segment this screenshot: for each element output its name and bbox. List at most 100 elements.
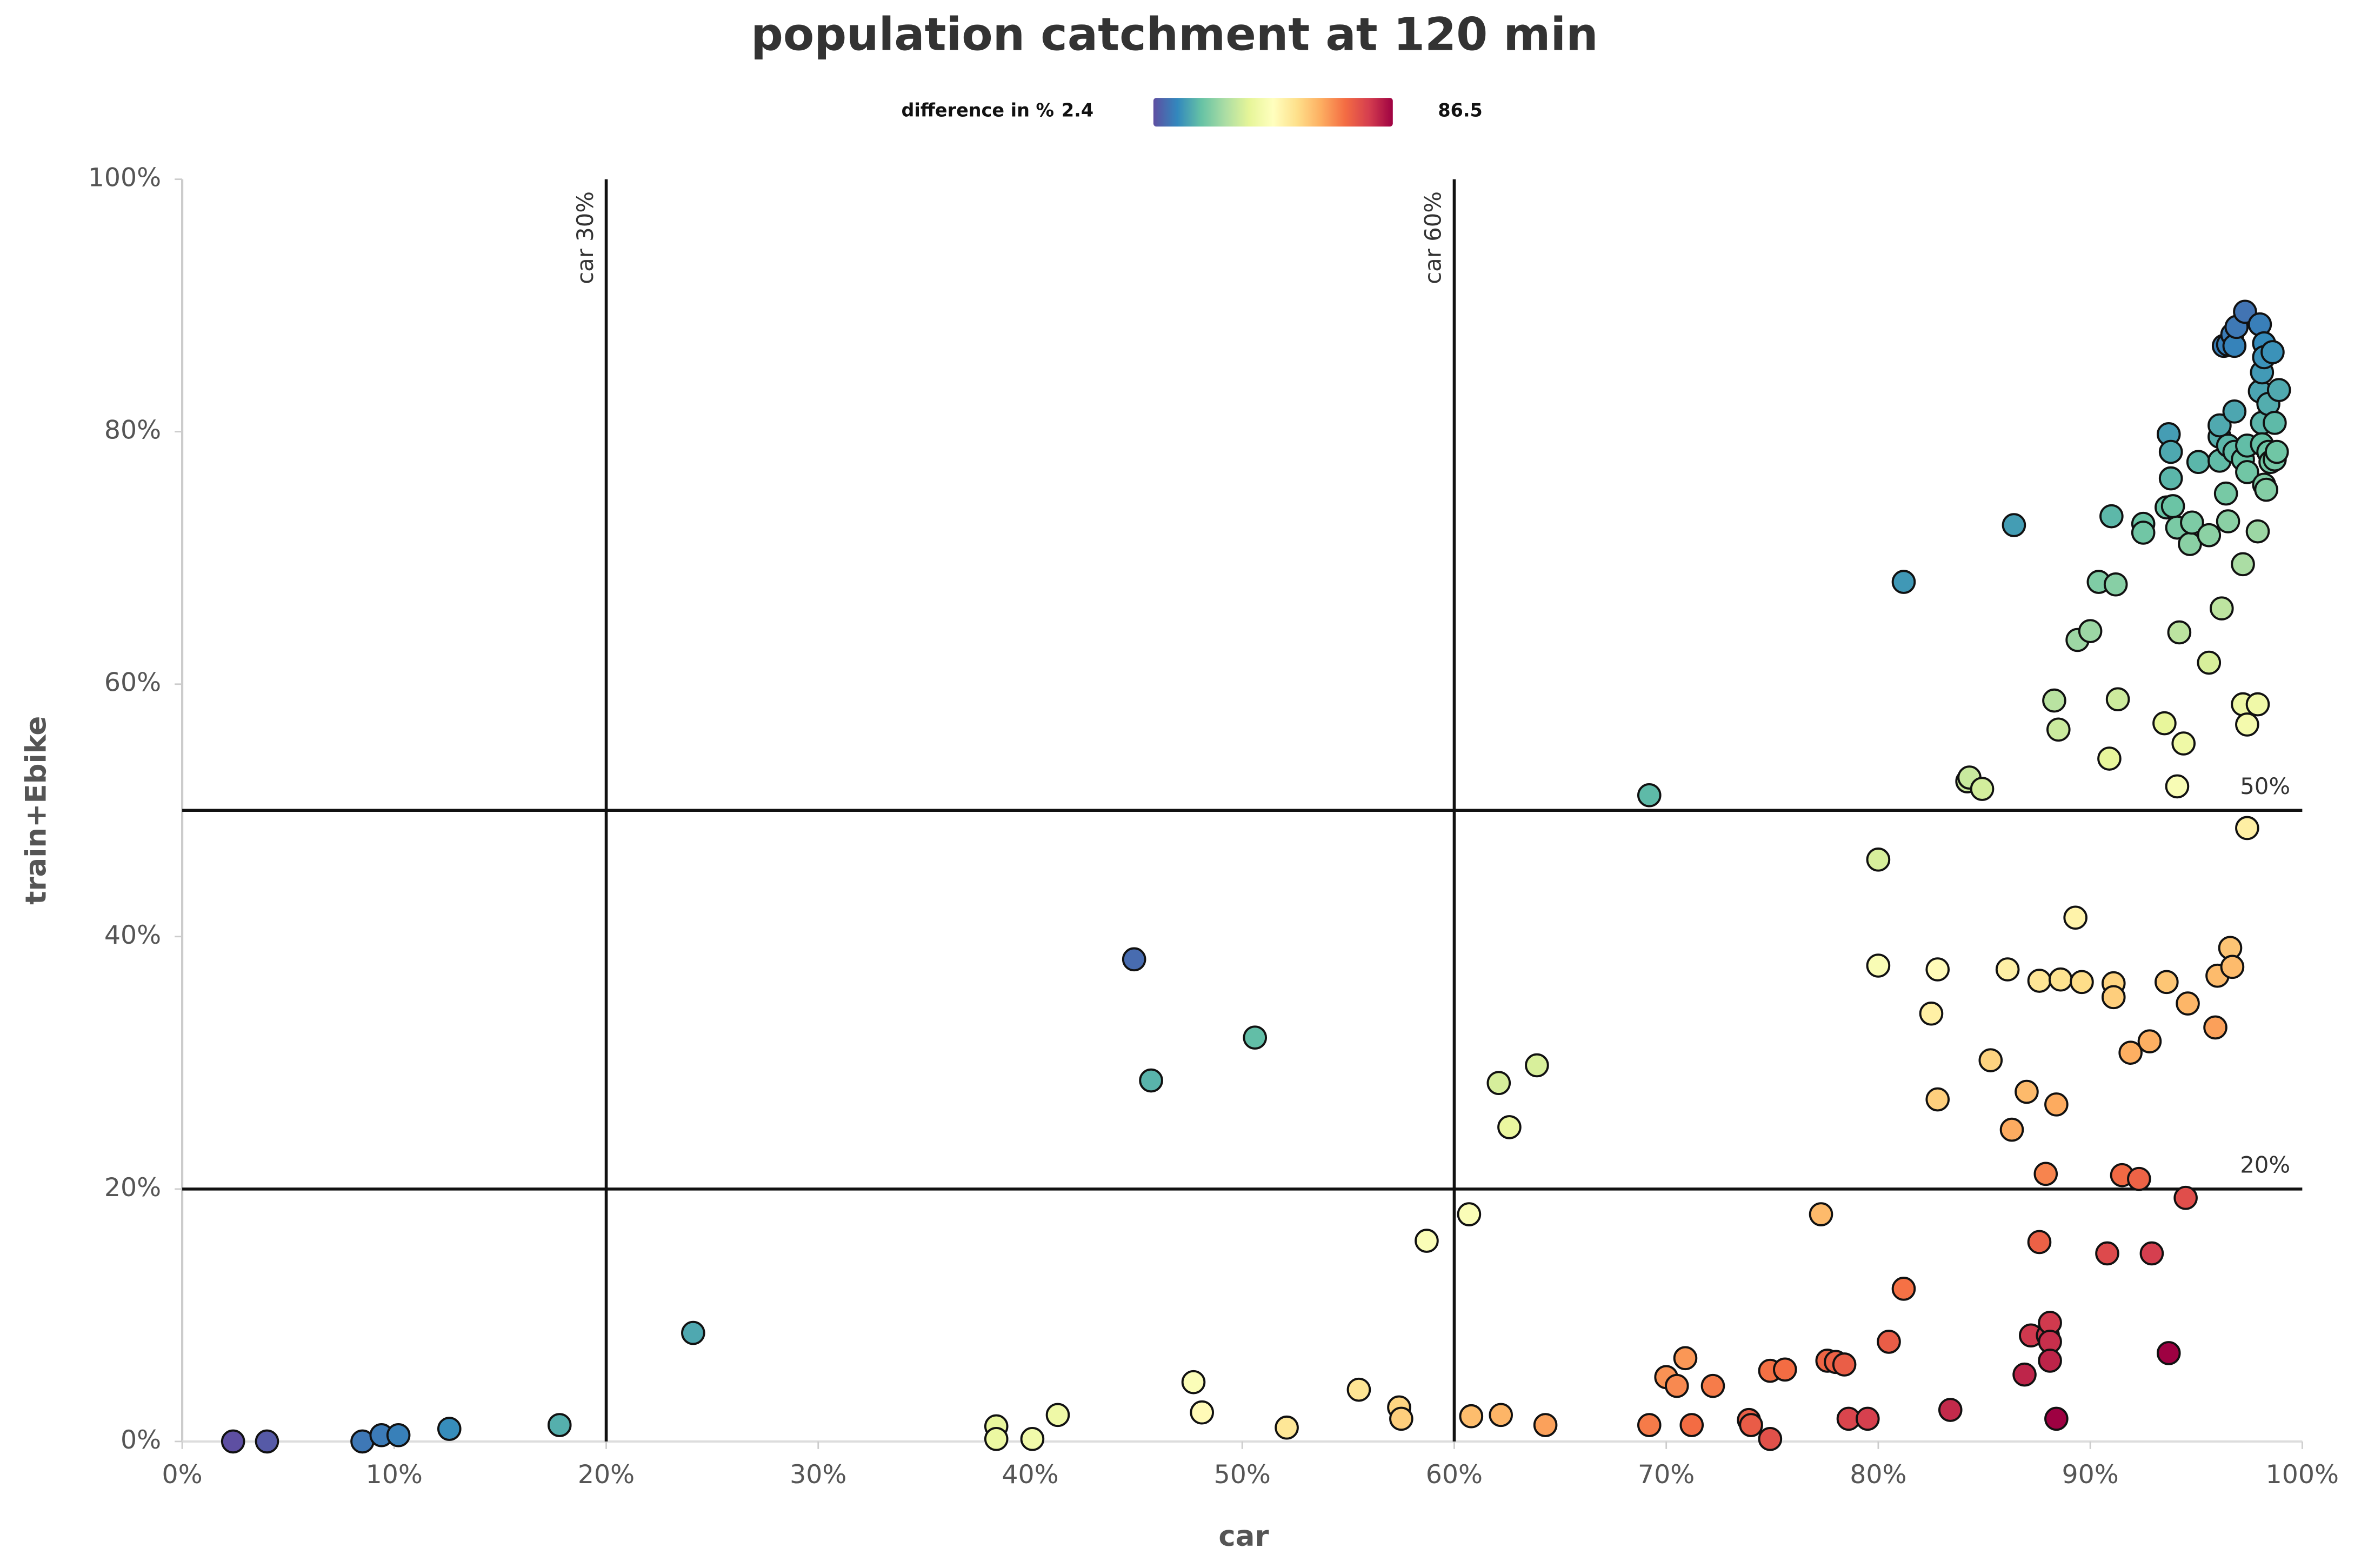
point: [1243, 1025, 1268, 1050]
point: [2220, 955, 2245, 979]
point: [437, 1417, 462, 1441]
point: [1190, 1400, 1214, 1425]
point: [2158, 466, 2183, 491]
point: [1739, 1413, 1763, 1437]
point: [2155, 970, 2179, 995]
point: [2235, 816, 2259, 840]
point: [1891, 570, 1916, 594]
point: [2260, 340, 2285, 364]
point: [1856, 1406, 1880, 1431]
point: [1045, 1403, 1070, 1427]
y-tick-label: 0%: [121, 1425, 161, 1455]
point: [1020, 1426, 1045, 1451]
x-tick-label: 50%: [1214, 1460, 1271, 1490]
point: [2235, 460, 2259, 484]
point: [1497, 1115, 1522, 1139]
point: [2078, 619, 2103, 643]
point: [2235, 712, 2259, 737]
point: [2167, 620, 2192, 645]
point: [2044, 1092, 2069, 1117]
point: [2099, 504, 2124, 529]
point: [2105, 687, 2130, 712]
point: [2097, 746, 2122, 771]
point: [2033, 1162, 2058, 1186]
point: [1275, 1415, 1299, 1440]
point: [1891, 1277, 1916, 1301]
y-tick-label: 40%: [104, 920, 161, 950]
x-tick-label: 10%: [366, 1460, 423, 1490]
point: [1919, 1001, 1944, 1026]
reference-label: car 30%: [572, 191, 598, 284]
x-tick-label: 20%: [578, 1460, 635, 1490]
point: [1925, 957, 1950, 982]
point: [1832, 1352, 1857, 1377]
point: [2012, 1362, 2037, 1387]
point: [1139, 1068, 1163, 1093]
x-tick-label: 100%: [2266, 1460, 2339, 1490]
point: [2156, 1341, 2181, 1365]
point: [2152, 711, 2177, 736]
point: [2173, 1185, 2198, 1210]
point: [2207, 413, 2232, 438]
reference-label: 20%: [2240, 1152, 2290, 1178]
y-tick-label: 80%: [104, 416, 161, 445]
point: [1809, 1202, 1833, 1226]
y-tick-label: 60%: [104, 668, 161, 698]
reference-label: 50%: [2240, 773, 2290, 799]
x-axis-label: car: [1218, 1520, 1269, 1553]
point: [1970, 777, 1995, 801]
point: [2027, 969, 2052, 993]
point: [2038, 1349, 2062, 1373]
point: [1679, 1413, 1704, 1437]
point: [2197, 650, 2222, 675]
point: [2158, 439, 2183, 464]
point: [2048, 967, 2073, 992]
point: [1925, 1087, 1950, 1112]
point: [2015, 1079, 2039, 1104]
point: [1389, 1406, 1413, 1431]
point: [2263, 411, 2287, 435]
point: [2176, 991, 2200, 1016]
y-tick-label: 20%: [104, 1173, 161, 1203]
point: [1459, 1404, 1484, 1429]
x-tick-label: 40%: [1002, 1460, 1058, 1490]
point: [984, 1426, 1009, 1451]
point: [2027, 1230, 2052, 1255]
point: [2127, 1166, 2151, 1191]
point: [2139, 1241, 2164, 1266]
point: [1999, 1117, 2024, 1142]
point: [2118, 1040, 2143, 1065]
point: [2231, 552, 2255, 577]
colorbar: [1153, 98, 1393, 127]
point: [681, 1320, 705, 1345]
point: [2095, 1241, 2119, 1266]
y-tick-label: 100%: [88, 163, 161, 193]
point: [2070, 970, 2094, 995]
point: [2210, 596, 2234, 620]
x-tick-label: 80%: [1850, 1460, 1906, 1490]
point: [1637, 1413, 1662, 1437]
point: [2216, 509, 2240, 533]
point: [2245, 519, 2270, 544]
colorbar-min: 2.4: [1062, 100, 1093, 121]
point: [2002, 513, 2026, 537]
point: [1533, 1413, 1558, 1437]
point: [2063, 905, 2087, 930]
point: [221, 1429, 245, 1454]
point: [386, 1423, 411, 1447]
point: [2203, 1015, 2227, 1040]
reference-label: car 60%: [1420, 191, 1446, 284]
point: [2160, 494, 2185, 518]
point: [2186, 450, 2211, 475]
point: [1673, 1346, 1698, 1371]
point: [2046, 717, 2071, 742]
point: [2197, 523, 2222, 548]
point: [1525, 1053, 1549, 1078]
point: [2137, 1029, 2162, 1053]
x-tick-label: 0%: [162, 1460, 203, 1490]
x-tick-label: 60%: [1426, 1460, 1483, 1490]
point: [1346, 1377, 1371, 1402]
point: [1978, 1048, 2003, 1072]
point: [1758, 1426, 1783, 1451]
point: [1486, 1071, 1511, 1095]
